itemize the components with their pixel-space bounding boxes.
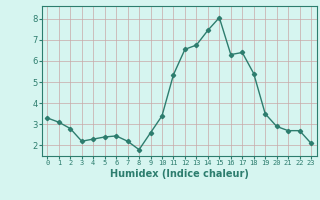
X-axis label: Humidex (Indice chaleur): Humidex (Indice chaleur) xyxy=(110,169,249,179)
